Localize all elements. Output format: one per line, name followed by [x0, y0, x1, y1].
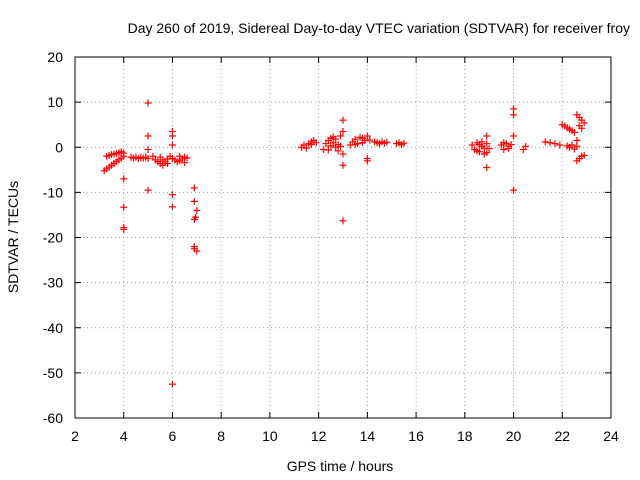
data-point: [193, 207, 200, 214]
y-tick-label: 0: [55, 139, 63, 155]
data-point: [340, 217, 347, 224]
data-point: [169, 141, 176, 148]
x-tick-label: 2: [71, 428, 79, 444]
data-point: [145, 132, 152, 139]
x-tick-label: 10: [262, 428, 278, 444]
data-point: [191, 198, 198, 205]
y-tick-label: -40: [43, 320, 63, 336]
data-point: [483, 132, 490, 139]
y-tick-label: -20: [43, 230, 63, 246]
x-tick-label: 22: [554, 428, 570, 444]
x-tick-label: 18: [457, 428, 473, 444]
data-point: [145, 100, 152, 107]
y-tick-label: -10: [43, 184, 63, 200]
data-point: [551, 140, 558, 147]
y-tick-label: -50: [43, 365, 63, 381]
data-point: [169, 132, 176, 139]
data-point: [169, 203, 176, 210]
x-tick-label: 24: [603, 428, 619, 444]
data-point: [145, 146, 152, 153]
grid: [75, 57, 611, 418]
y-tick-label: -30: [43, 275, 63, 291]
y-tick-label: 20: [47, 49, 63, 65]
x-tick-label: 14: [360, 428, 376, 444]
data-point: [191, 184, 198, 191]
x-tick-label: 16: [408, 428, 424, 444]
data-point: [169, 381, 176, 388]
data-point: [120, 204, 127, 211]
data-points: [101, 100, 588, 388]
data-point: [510, 132, 517, 139]
y-tick-labels: 20 10 0 -10 -20 -30 -40 -50 -60: [43, 49, 63, 426]
x-tick-label: 4: [120, 428, 128, 444]
data-point: [573, 137, 580, 144]
x-tick-label: 8: [217, 428, 225, 444]
data-point: [340, 162, 347, 169]
data-point: [120, 226, 127, 233]
chart: Day 260 of 2019, Sidereal Day-to-day VTE…: [0, 0, 640, 480]
data-point: [483, 164, 490, 171]
data-point: [145, 187, 152, 194]
y-tick-label: -60: [43, 410, 63, 426]
x-axis-label: GPS time / hours: [287, 458, 394, 474]
data-point: [169, 191, 176, 198]
chart-title: Day 260 of 2019, Sidereal Day-to-day VTE…: [128, 20, 630, 36]
x-tick-label: 6: [169, 428, 177, 444]
data-point: [556, 141, 563, 148]
y-tick-label: 10: [47, 94, 63, 110]
y-axis-label: SDTVAR / TECUs: [5, 181, 21, 293]
data-point: [510, 111, 517, 118]
x-tick-labels: 2 4 6 8 10 12 14 16 18 20 22 24: [71, 428, 619, 444]
data-point: [340, 117, 347, 124]
x-tick-label: 12: [311, 428, 327, 444]
x-tick-label: 20: [506, 428, 522, 444]
data-point: [542, 138, 549, 145]
data-point: [120, 175, 127, 182]
data-point: [340, 151, 347, 158]
data-point: [547, 139, 554, 146]
